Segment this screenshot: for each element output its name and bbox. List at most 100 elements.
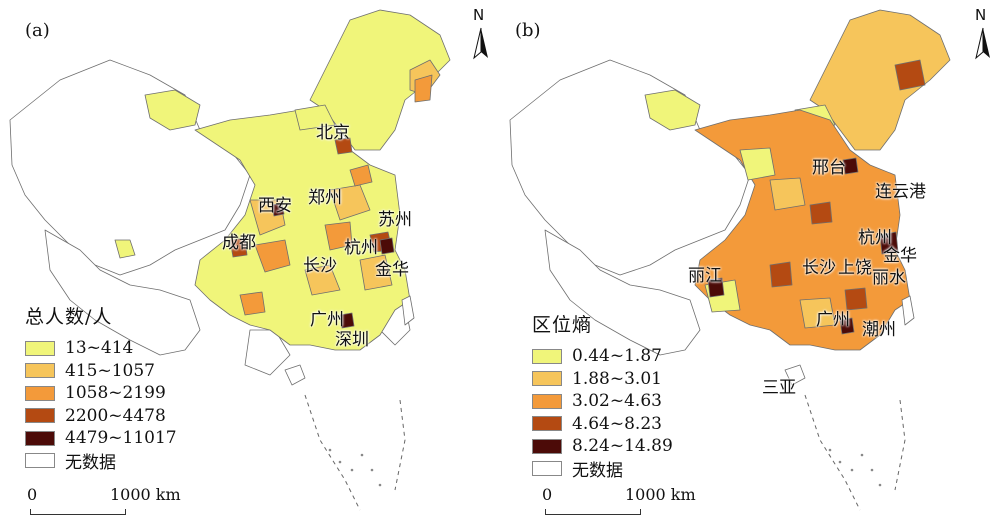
islands [328,448,382,487]
region-c3 [324,221,353,251]
nine-dash-line [304,394,406,511]
legend-label: 8.24~14.89 [572,436,673,457]
legend-item: 13~414 [25,337,177,360]
region-c2 [329,184,371,221]
region-c5 [879,231,899,255]
hainan-island [284,364,306,386]
city-label: 金华 [375,260,409,280]
legend-item: 415~1057 [25,360,177,383]
north-arrow: N [468,6,494,64]
region-c3 [414,74,433,103]
legend-item: 8.24~14.89 [532,435,673,458]
region-c2 [769,177,806,211]
city-label: 长沙 [303,256,337,276]
legend-label: 无数据 [65,453,116,474]
region-c3 [254,239,291,273]
region-c4 [334,137,353,155]
china-choropleth-map-a [9,9,451,511]
legend-swatch [25,340,55,356]
legend-item: 无数据 [25,450,177,473]
north-label: N [975,6,987,24]
legend-swatch [25,430,55,446]
region-c5 [707,277,725,298]
hainan-island [784,364,806,386]
region-c2 [799,297,836,329]
legend-item: 4479~11017 [25,427,177,450]
city-label: 长沙 [802,258,836,278]
legend-swatch [25,385,55,401]
taiwan-island [401,295,415,326]
region-c4 [894,59,926,91]
legend-item: 无数据 [532,458,673,481]
scale-end-label: 1000 km [625,485,696,504]
city-label: 广州 [816,310,850,330]
city-label: 广州 [310,310,344,330]
legend-swatch [532,438,562,454]
region-c2 [359,254,393,291]
region-c5 [271,202,285,217]
legend-label: 4.64~8.23 [572,413,662,434]
legend-label: 2200~4478 [65,405,166,426]
legend-item: 0.44~1.87 [532,345,673,368]
region-c3 [239,291,266,316]
scale-line [30,509,126,515]
region-nodata [44,229,201,356]
panel-label: (b) [515,20,541,41]
scale-bar: 0 1000 km [27,485,190,519]
region-nodata [509,59,751,276]
legend-label: 4479~11017 [65,428,177,449]
region-nodata [544,229,701,356]
scale-end-label: 1000 km [110,485,181,504]
legend-item: 1.88~3.01 [532,368,673,391]
city-label: 郑州 [308,188,342,208]
north-arrow-icon [473,27,488,60]
legend-label: 1058~2199 [65,383,166,404]
legend-item: 1058~2199 [25,382,177,405]
city-label: 上饶 [838,258,872,278]
legend: 区位熵 0.44~1.87 1.88~3.01 3.02~4.63 4.64~8… [532,310,673,481]
nine-dash-line [804,394,906,511]
city-label: 丽江 [688,266,722,286]
region-c1 [644,89,701,131]
legend-label: 1.88~3.01 [572,368,662,389]
city-label: 北京 [316,123,350,143]
region-c5 [339,312,355,329]
north-arrow: N [970,6,996,64]
legend-label: 无数据 [572,461,623,482]
region-c4 [769,261,793,288]
legend: 总人数/人 13~414 415~1057 1058~2199 2200~447… [25,302,177,473]
legend-item: 4.64~8.23 [532,413,673,436]
north-label: N [473,6,485,24]
map-panel-b: (b) N 邢台 连云港 杭州 金华 丽江 长沙 上饶 丽水 广州 潮州 三亚 … [500,0,1000,526]
city-label: 丽水 [872,268,906,288]
legend-swatch [25,453,55,469]
region-c5 [842,157,859,175]
legend-title: 区位熵 [532,314,593,336]
legend-swatch [532,348,562,364]
legend-swatch [532,416,562,432]
taiwan-island [901,295,915,326]
map-panel-a: (a) N 北京 西安 郑州 苏州 成都 杭州 长沙 金华 广州 深圳 总人数/… [9,6,494,519]
legend-label: 415~1057 [65,360,155,381]
city-label: 苏州 [378,210,412,230]
legend-swatch [25,408,55,424]
scale-start-label: 0 [27,485,38,504]
city-label: 杭州 [344,238,378,258]
region-c3 [349,164,373,187]
region-c2 [304,264,341,296]
city-label: 西安 [258,196,292,216]
region-c1 [114,239,136,259]
region-c4 [229,237,248,258]
legend-label: 0.44~1.87 [572,346,662,367]
region-c1 [294,104,336,131]
region-c5 [379,237,395,255]
region-c4 [844,287,868,311]
city-label: 三亚 [762,378,796,398]
city-label: 连云港 [875,182,926,202]
legend-label: 13~414 [65,338,134,359]
city-label: 金华 [883,246,917,266]
city-label: 潮州 [862,320,896,340]
north-arrow-icon [975,27,990,60]
region-c1 [144,89,201,131]
legend-label: 3.02~4.63 [572,391,662,412]
